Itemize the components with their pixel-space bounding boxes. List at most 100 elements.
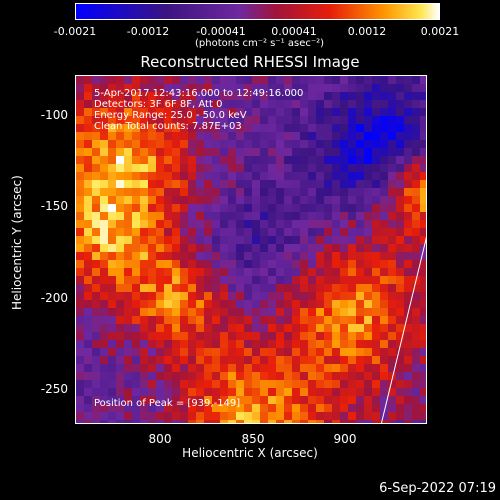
image-pixel [388,268,396,276]
image-pixel [316,228,324,236]
image-pixel [364,420,372,423]
image-pixel [276,412,284,420]
image-pixel [252,212,260,220]
image-pixel [124,76,132,84]
y-tick: -200 [40,291,68,305]
image-pixel [332,380,340,388]
image-pixel [324,196,332,204]
image-pixel [332,212,340,220]
image-pixel [236,212,244,220]
image-pixel [356,84,364,92]
image-pixel [196,308,204,316]
image-pixel [220,156,228,164]
image-pixel [124,156,132,164]
image-pixel [380,380,388,388]
image-pixel [108,284,116,292]
image-pixel [332,276,340,284]
image-pixel [116,308,124,316]
image-pixel [244,124,252,132]
image-pixel [252,412,260,420]
image-pixel [364,364,372,372]
image-pixel [100,164,108,172]
image-pixel [332,116,340,124]
image-pixel [332,172,340,180]
image-pixel [388,316,396,324]
image-pixel [236,156,244,164]
image-pixel [268,236,276,244]
image-pixel [140,340,148,348]
image-pixel [180,276,188,284]
image-pixel [212,212,220,220]
image-pixel [356,316,364,324]
image-pixel [84,236,92,244]
image-pixel [388,308,396,316]
image-pixel [148,404,156,412]
image-pixel [212,100,220,108]
image-pixel [300,156,308,164]
image-pixel [364,276,372,284]
image-pixel [180,332,188,340]
image-pixel [180,196,188,204]
image-pixel [228,268,236,276]
image-pixel [380,188,388,196]
image-pixel [228,100,236,108]
image-pixel [284,356,292,364]
image-pixel [420,132,426,140]
image-pixel [300,84,308,92]
image-pixel [180,212,188,220]
image-pixel [84,420,92,423]
image-pixel [116,388,124,396]
image-pixel [116,188,124,196]
image-pixel [292,180,300,188]
image-pixel [356,308,364,316]
image-pixel [324,300,332,308]
image-pixel [308,364,316,372]
image-pixel [204,284,212,292]
image-pixel [356,164,364,172]
image-pixel [284,300,292,308]
image-pixel [380,396,388,404]
image-pixel [316,268,324,276]
image-pixel [276,276,284,284]
image-pixel [292,116,300,124]
image-pixel [276,324,284,332]
image-pixel [156,204,164,212]
image-pixel [324,116,332,124]
image-pixel [396,372,404,380]
image-pixel [284,236,292,244]
image-pixel [172,332,180,340]
image-pixel [244,308,252,316]
image-pixel [212,364,220,372]
image-pixel [244,292,252,300]
image-pixel [220,252,228,260]
image-pixel [252,236,260,244]
image-pixel [132,140,140,148]
image-pixel [148,420,156,423]
image-pixel [244,260,252,268]
image-pixel [276,100,284,108]
image-pixel [188,276,196,284]
image-pixel [340,356,348,364]
image-pixel [388,148,396,156]
image-pixel [284,188,292,196]
image-pixel [364,100,372,108]
image-pixel [260,420,268,423]
image-pixel [156,324,164,332]
image-pixel [236,300,244,308]
image-pixel [108,316,116,324]
image-pixel [404,332,412,340]
image-pixel [204,196,212,204]
image-pixel [356,260,364,268]
image-pixel [404,116,412,124]
image-pixel [132,244,140,252]
image-pixel [100,252,108,260]
image-pixel [156,84,164,92]
image-pixel [348,372,356,380]
image-pixel [236,116,244,124]
image-pixel [372,356,380,364]
image-pixel [228,132,236,140]
image-pixel [316,220,324,228]
image-pixel [260,308,268,316]
image-pixel [84,220,92,228]
image-pixel [324,204,332,212]
